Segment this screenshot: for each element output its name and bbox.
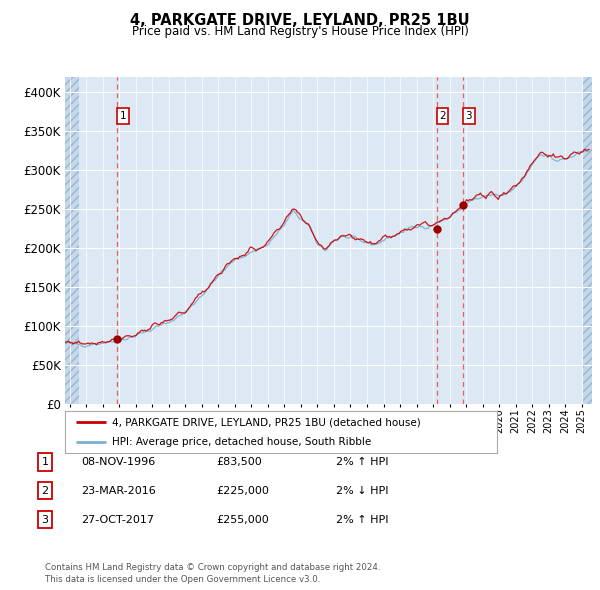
Text: 1: 1 (119, 111, 126, 121)
Bar (583, 77, 599, 404)
Text: 2% ↓ HPI: 2% ↓ HPI (336, 486, 389, 496)
Text: 3: 3 (41, 515, 49, 525)
Text: 4, PARKGATE DRIVE, LEYLAND, PR25 1BU (detached house): 4, PARKGATE DRIVE, LEYLAND, PR25 1BU (de… (112, 417, 421, 427)
Text: £83,500: £83,500 (216, 457, 262, 467)
Text: 27-OCT-2017: 27-OCT-2017 (81, 515, 154, 525)
Text: £225,000: £225,000 (216, 486, 269, 496)
Text: 3: 3 (466, 111, 472, 121)
Text: £255,000: £255,000 (216, 515, 269, 525)
Text: 2: 2 (439, 111, 446, 121)
Text: HPI: Average price, detached house, South Ribble: HPI: Average price, detached house, Sout… (112, 437, 371, 447)
Text: 1: 1 (41, 457, 49, 467)
Text: Price paid vs. HM Land Registry's House Price Index (HPI): Price paid vs. HM Land Registry's House … (131, 25, 469, 38)
Text: 23-MAR-2016: 23-MAR-2016 (81, 486, 156, 496)
Text: 2% ↑ HPI: 2% ↑ HPI (336, 457, 389, 467)
Text: 2: 2 (41, 486, 49, 496)
Text: 08-NOV-1996: 08-NOV-1996 (81, 457, 155, 467)
Text: Contains HM Land Registry data © Crown copyright and database right 2024.
This d: Contains HM Land Registry data © Crown c… (45, 563, 380, 584)
Bar (65, 77, 79, 404)
Text: 4, PARKGATE DRIVE, LEYLAND, PR25 1BU: 4, PARKGATE DRIVE, LEYLAND, PR25 1BU (130, 13, 470, 28)
Text: 2% ↑ HPI: 2% ↑ HPI (336, 515, 389, 525)
